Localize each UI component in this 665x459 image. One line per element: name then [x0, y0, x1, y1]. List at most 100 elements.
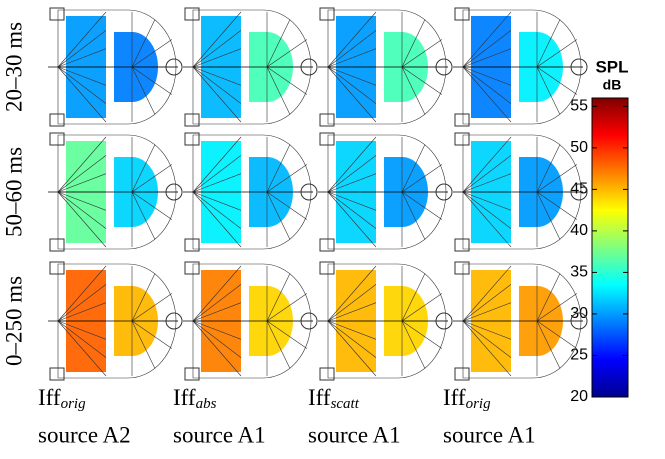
mesh-line	[401, 191, 443, 220]
mesh-line	[327, 48, 377, 68]
head-icon	[319, 132, 335, 146]
head-icon	[319, 238, 335, 252]
panel	[318, 7, 453, 127]
speaker-icon	[570, 312, 588, 330]
head-icon	[49, 113, 65, 127]
mesh-line	[401, 66, 426, 115]
colorbar-tick-label: 20	[570, 388, 588, 405]
head-icon	[184, 261, 200, 275]
mesh-line	[536, 66, 561, 115]
mesh-outline	[57, 134, 177, 250]
colorbar-tick-label: 25	[570, 347, 588, 364]
mesh-line	[57, 173, 107, 193]
mesh-line	[192, 155, 242, 193]
colorbar-title: SPL	[595, 57, 628, 76]
panel	[183, 132, 318, 252]
mesh-line	[131, 66, 173, 95]
mesh-line	[57, 302, 107, 322]
head-icon	[319, 7, 335, 21]
mesh-line	[57, 66, 107, 86]
head-icon	[49, 261, 65, 275]
mesh-outline	[327, 134, 447, 250]
mesh-line	[462, 320, 512, 340]
speaker-icon	[435, 58, 453, 76]
mesh-line	[462, 48, 512, 68]
mesh-line	[462, 155, 512, 193]
head-icon	[184, 132, 200, 146]
column-source: source A2	[38, 422, 131, 447]
mesh-line	[57, 11, 107, 68]
speaker-icon	[435, 183, 453, 201]
mesh-line	[327, 66, 377, 123]
colorbar-tick-label: 40	[570, 222, 588, 239]
mesh-line	[327, 320, 377, 377]
mesh-line	[192, 191, 242, 211]
mesh-line	[266, 320, 291, 369]
mesh-line	[266, 164, 308, 193]
mesh-line	[57, 66, 107, 104]
mesh-outline	[462, 9, 582, 125]
mesh-line	[192, 136, 242, 193]
row-label: 50–60 ms	[1, 147, 26, 237]
mesh-line	[192, 302, 242, 322]
mesh-line	[536, 164, 578, 193]
head-icon	[454, 132, 470, 146]
mesh-line	[192, 320, 242, 377]
mesh-outline	[327, 9, 447, 125]
mesh-line	[192, 30, 242, 68]
mesh-line	[327, 173, 377, 193]
column-label: Ifforig	[443, 385, 491, 412]
column-subscript: orig	[466, 396, 492, 412]
speaker-icon	[165, 183, 183, 201]
speaker-icon	[165, 312, 183, 330]
mesh-line	[462, 284, 512, 322]
mesh-line	[266, 191, 291, 240]
mesh-line	[192, 320, 242, 340]
mesh-line	[462, 11, 512, 68]
column-source: source A1	[173, 422, 266, 447]
mesh-outline	[192, 263, 312, 379]
head-icon	[184, 113, 200, 127]
mesh-line	[266, 273, 291, 322]
mesh-line	[266, 191, 308, 220]
column-subscript: orig	[61, 396, 87, 412]
colorbar-tick-label: 35	[570, 264, 588, 281]
panel	[318, 261, 453, 381]
mesh-line	[266, 39, 308, 68]
mesh-line	[57, 48, 107, 68]
head-icon	[454, 238, 470, 252]
mesh-line	[401, 39, 443, 68]
mesh-line	[327, 191, 377, 211]
mesh-line	[327, 302, 377, 322]
mesh-line	[401, 164, 443, 193]
row-label: 0–250 ms	[1, 276, 26, 366]
mesh-line	[536, 191, 578, 220]
mesh-line	[131, 293, 173, 322]
mesh-line	[192, 11, 242, 68]
panel	[453, 261, 588, 381]
mesh-line	[192, 265, 242, 322]
mesh-line	[266, 144, 291, 193]
speaker-icon	[570, 183, 588, 201]
mesh-line	[131, 191, 173, 220]
mesh-line	[327, 191, 377, 248]
column-name: Iff	[38, 385, 61, 410]
head-icon	[454, 113, 470, 127]
head-icon	[184, 238, 200, 252]
column-name: Iff	[443, 385, 466, 410]
mesh-line	[536, 320, 578, 349]
mesh-line	[462, 302, 512, 322]
mesh-line	[401, 191, 426, 240]
mesh-line	[131, 39, 173, 68]
column-subscript: scatt	[331, 396, 360, 412]
mesh-outline	[327, 263, 447, 379]
panel	[453, 132, 588, 252]
head-icon	[454, 7, 470, 21]
mesh-line	[266, 66, 308, 95]
mesh-line	[462, 191, 512, 211]
mesh-line	[462, 191, 512, 229]
mesh-line	[57, 66, 107, 123]
panel	[48, 132, 183, 252]
column-label: Ifforig	[38, 385, 86, 412]
